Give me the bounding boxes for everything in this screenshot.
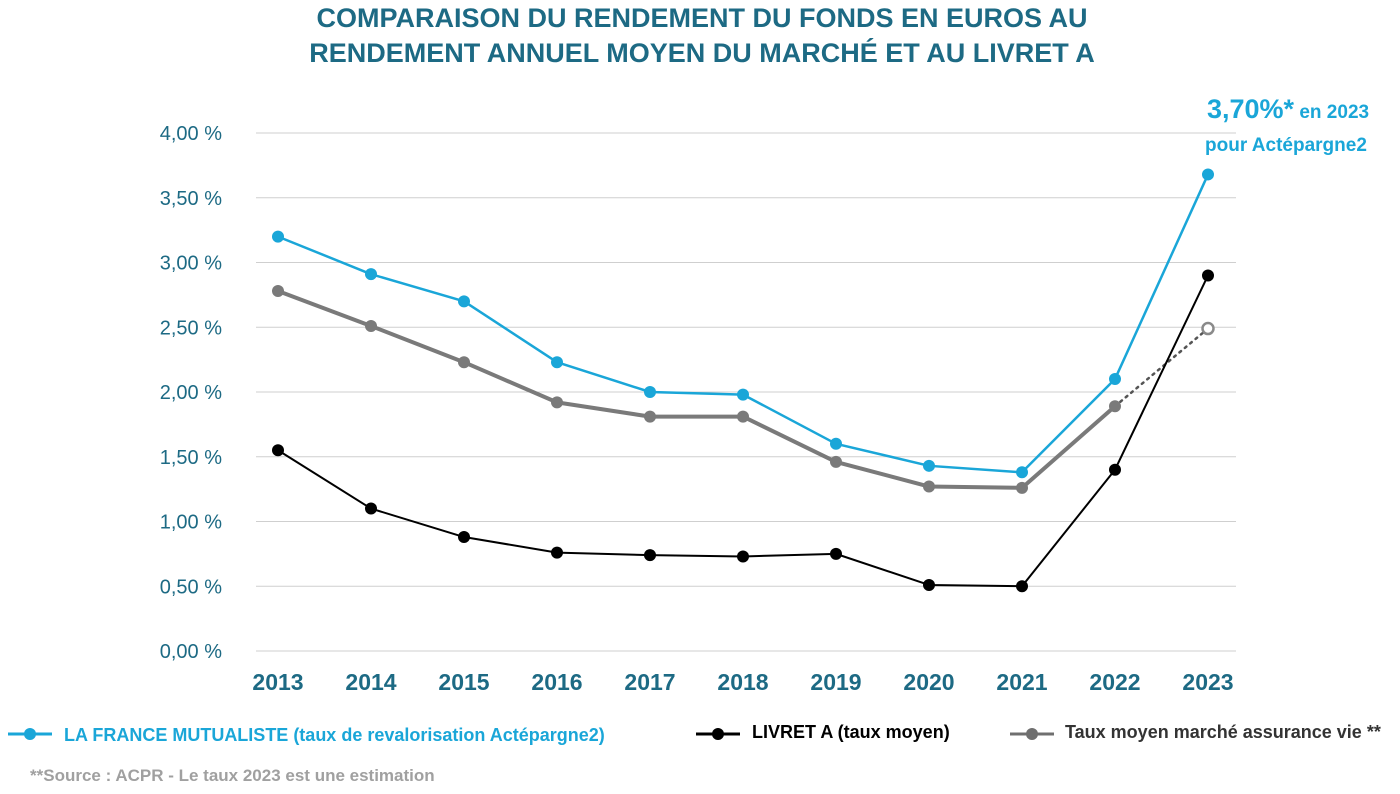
legend-item-livret: LIVRET A (taux moyen) bbox=[696, 722, 950, 742]
point-marche-2023 bbox=[1201, 321, 1215, 336]
x-tick-label: 2016 bbox=[531, 669, 582, 695]
point-lfm-2020 bbox=[923, 459, 935, 472]
point-livret-2023 bbox=[1202, 269, 1214, 282]
point-livret-2017 bbox=[644, 549, 656, 562]
x-tick-label: 2013 bbox=[252, 669, 303, 695]
series-line-marche bbox=[277, 289, 1117, 490]
series-line-estimate-marche bbox=[1113, 327, 1210, 408]
annotation-year: en 2023 bbox=[1294, 102, 1369, 123]
y-tick-label: 2,00 % bbox=[160, 382, 222, 404]
legend-item-lfm: LA FRANCE MUTUALISTE (taux de revalorisa… bbox=[8, 725, 605, 745]
point-lfm-2015 bbox=[458, 295, 470, 308]
x-tick-label: 2022 bbox=[1089, 669, 1140, 695]
source-note: **Source : ACPR - Le taux 2023 est une e… bbox=[30, 766, 435, 785]
point-marche-2017 bbox=[644, 410, 656, 423]
point-marche-2021 bbox=[1016, 481, 1028, 494]
point-marche-2016 bbox=[551, 396, 563, 409]
point-lfm-2019 bbox=[830, 437, 842, 450]
point-livret-2014 bbox=[365, 502, 377, 515]
chart-title-line-1: COMPARAISON DU RENDEMENT DU FONDS EN EUR… bbox=[316, 3, 1087, 33]
point-lfm-2018 bbox=[737, 388, 749, 401]
y-axis: 0,00 % 0,50 % 1,00 % 1,50 % 2,00 % 2,50 % 3,00… bbox=[160, 123, 222, 663]
series-livret bbox=[272, 269, 1214, 593]
legend-marker-marche bbox=[1026, 728, 1038, 740]
point-lfm-2022 bbox=[1109, 373, 1121, 386]
y-tick-label: 3,00 % bbox=[160, 253, 222, 275]
y-tick-label: 3,50 % bbox=[160, 188, 222, 210]
point-lfm-2017 bbox=[644, 386, 656, 398]
point-marche-2020 bbox=[923, 480, 935, 493]
point-livret-2016 bbox=[551, 546, 563, 559]
legend-label-lfm: LA FRANCE MUTUALISTE (taux de revalorisa… bbox=[64, 725, 605, 745]
y-tick-label: 0,50 % bbox=[160, 576, 222, 598]
x-tick-label: 2014 bbox=[345, 669, 396, 695]
point-marche-2014 bbox=[365, 319, 377, 332]
x-tick-label: 2019 bbox=[810, 669, 861, 695]
annotation-line-1: 3,70%* en 2023 bbox=[1207, 94, 1369, 124]
chart-title-line-2: RENDEMENT ANNUEL MOYEN DU MARCHÉ ET AU L… bbox=[309, 37, 1095, 68]
y-tick-label: 2,50 % bbox=[160, 317, 222, 339]
point-lfm-2013 bbox=[272, 230, 284, 243]
series-line-livret bbox=[277, 275, 1209, 588]
x-axis: 2013 2014 2015 2016 2017 2018 2019 2020 2021 2022… bbox=[252, 669, 1233, 695]
y-tick-label: 0,00 % bbox=[160, 641, 222, 663]
legend: LA FRANCE MUTUALISTE (taux de revalorisa… bbox=[8, 722, 1381, 745]
point-marche-2022 bbox=[1109, 400, 1121, 413]
point-marche-2019 bbox=[830, 455, 842, 468]
legend-marker-lfm bbox=[24, 728, 36, 740]
point-lfm-2014 bbox=[365, 268, 377, 281]
x-tick-label: 2017 bbox=[624, 669, 675, 695]
legend-label-marche: Taux moyen marché assurance vie ** bbox=[1065, 722, 1381, 742]
legend-label-livret: LIVRET A (taux moyen) bbox=[752, 722, 950, 742]
annotation-value: 3,70%* bbox=[1207, 94, 1295, 124]
point-marche-2013 bbox=[272, 284, 284, 297]
point-livret-2020 bbox=[923, 578, 935, 591]
point-livret-2022 bbox=[1109, 463, 1121, 476]
point-livret-2013 bbox=[272, 444, 284, 457]
x-tick-label: 2020 bbox=[903, 669, 954, 695]
x-tick-label: 2023 bbox=[1182, 669, 1233, 695]
y-tick-label: 4,00 % bbox=[160, 123, 222, 145]
legend-marker-livret bbox=[712, 728, 724, 740]
point-livret-2018 bbox=[737, 550, 749, 563]
annotation-line-2: pour Actépargne2 bbox=[1205, 135, 1367, 156]
y-tick-label: 1,00 % bbox=[160, 512, 222, 534]
y-tick-label: 1,50 % bbox=[160, 447, 222, 469]
series-lfm bbox=[272, 168, 1214, 479]
point-marche-2018 bbox=[737, 410, 749, 423]
annotation: 3,70%* en 2023 pour Actépargne2 bbox=[1205, 94, 1369, 156]
x-tick-label: 2018 bbox=[717, 669, 768, 695]
x-tick-label: 2015 bbox=[438, 669, 489, 695]
point-lfm-2023 bbox=[1202, 168, 1214, 181]
point-lfm-2016 bbox=[551, 356, 563, 369]
point-marche-2015 bbox=[458, 356, 470, 369]
legend-item-marche: Taux moyen marché assurance vie ** bbox=[1010, 722, 1381, 742]
point-livret-2015 bbox=[458, 531, 470, 544]
point-livret-2019 bbox=[830, 547, 842, 560]
point-livret-2021 bbox=[1016, 580, 1028, 593]
series-marche bbox=[272, 284, 1215, 494]
series-line-lfm bbox=[277, 173, 1210, 474]
x-tick-label: 2021 bbox=[996, 669, 1047, 695]
series-layer bbox=[272, 168, 1215, 593]
point-lfm-2021 bbox=[1016, 466, 1028, 479]
